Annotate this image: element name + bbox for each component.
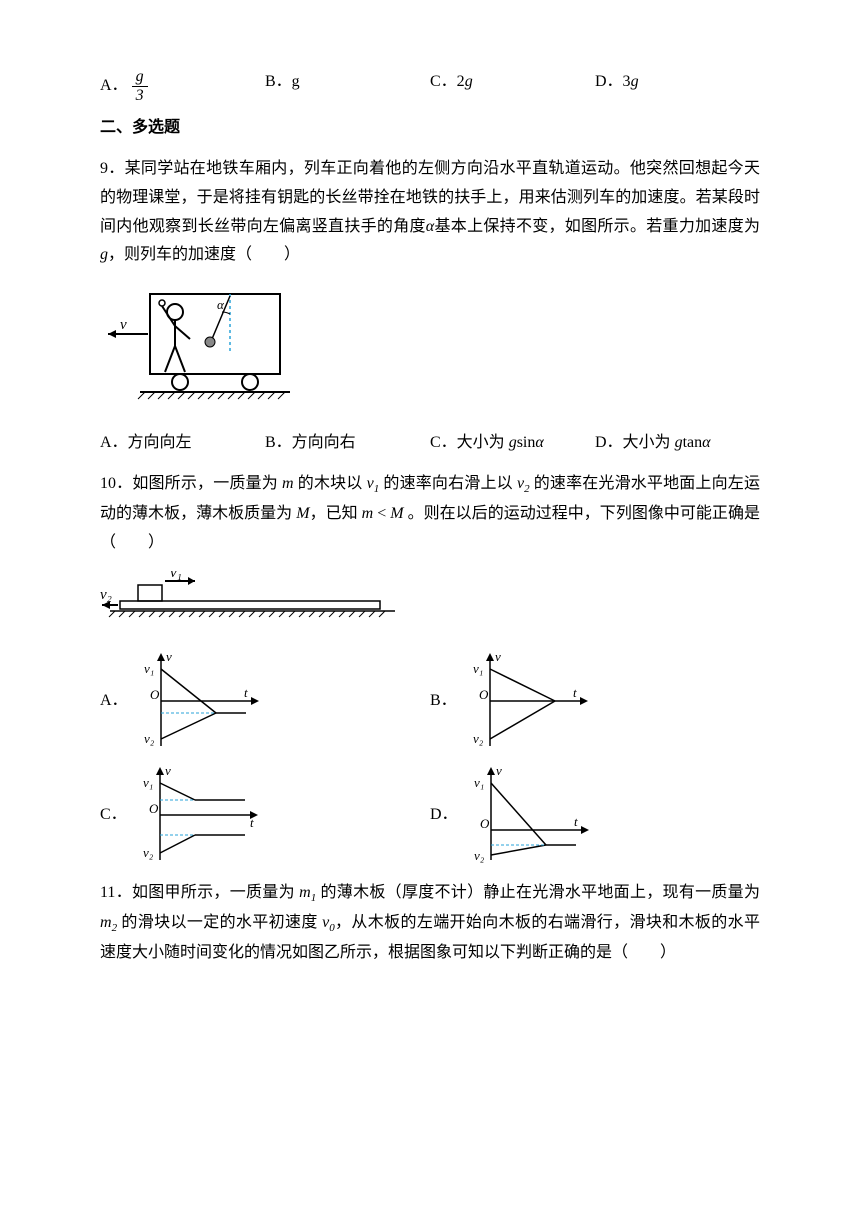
svg-text:v₂: v₂ <box>144 731 155 746</box>
svg-text:t: t <box>573 685 577 700</box>
q9-options: A．方向向左 B．方向向右 C．大小为 gsinα D．大小为 gtanα <box>100 429 760 458</box>
q10-diagram: v₁ v₂ <box>100 571 760 637</box>
question-9: 9．某同学站在地铁车厢内，列车正向着他的左侧方向沿水平直轨道运动。他突然回想起今… <box>100 155 760 270</box>
svg-text:v: v <box>165 765 171 778</box>
svg-text:O: O <box>149 801 159 816</box>
option-c[interactable]: C．大小为 gsinα <box>430 429 595 458</box>
graph-c[interactable]: C． v v₁ v₂ O t <box>100 765 430 865</box>
svg-text:v₁: v₁ <box>143 775 153 790</box>
question-10: 10．如图所示，一质量为 m 的木块以 v1 的速率向右滑上以 v2 的速率在光… <box>100 470 760 558</box>
svg-text:v₁: v₁ <box>170 571 182 581</box>
svg-text:v: v <box>495 651 501 664</box>
option-c[interactable]: C．2g <box>430 68 595 104</box>
option-d[interactable]: D．3g <box>595 68 760 104</box>
graph-d[interactable]: D． v v₁ v₂ O t <box>430 765 760 865</box>
svg-text:v₂: v₂ <box>100 587 112 603</box>
option-a[interactable]: A．方向向左 <box>100 429 265 458</box>
svg-text:v₁: v₁ <box>474 775 484 790</box>
graph-b[interactable]: B． v v₁ v₂ O t <box>430 651 760 751</box>
q10-graphs-row1: A． v v₁ v₂ O t B． v v₁ v₂ O t <box>100 651 760 751</box>
svg-text:v₁: v₁ <box>473 661 483 676</box>
svg-text:t: t <box>574 814 578 829</box>
q8-options: A． g 3 B．g C．2g D．3g <box>100 68 760 104</box>
svg-text:O: O <box>480 816 490 831</box>
svg-text:t: t <box>244 685 248 700</box>
svg-text:O: O <box>479 687 489 702</box>
svg-text:v₂: v₂ <box>473 731 484 746</box>
svg-text:v: v <box>496 765 502 778</box>
svg-text:v₂: v₂ <box>474 848 485 863</box>
option-b[interactable]: B．方向向右 <box>265 429 430 458</box>
svg-text:t: t <box>250 815 254 830</box>
option-a[interactable]: A． g 3 <box>100 68 265 104</box>
svg-text:v: v <box>166 651 172 664</box>
v-label: v <box>120 317 127 333</box>
section-2-title: 二、多选题 <box>100 114 760 143</box>
svg-text:v₂: v₂ <box>143 845 154 860</box>
q9-diagram: α v <box>100 284 760 415</box>
alpha-label: α <box>217 297 225 312</box>
svg-text:O: O <box>150 687 160 702</box>
svg-text:v₁: v₁ <box>144 661 154 676</box>
q10-graphs-row2: C． v v₁ v₂ O t D． v v <box>100 765 760 865</box>
question-11: 11．如图甲所示，一质量为 m1 的薄木板（厚度不计）静止在光滑水平地面上，现有… <box>100 879 760 968</box>
graph-a[interactable]: A． v v₁ v₂ O t <box>100 651 430 751</box>
option-d[interactable]: D．大小为 gtanα <box>595 429 760 458</box>
option-b[interactable]: B．g <box>265 68 430 104</box>
